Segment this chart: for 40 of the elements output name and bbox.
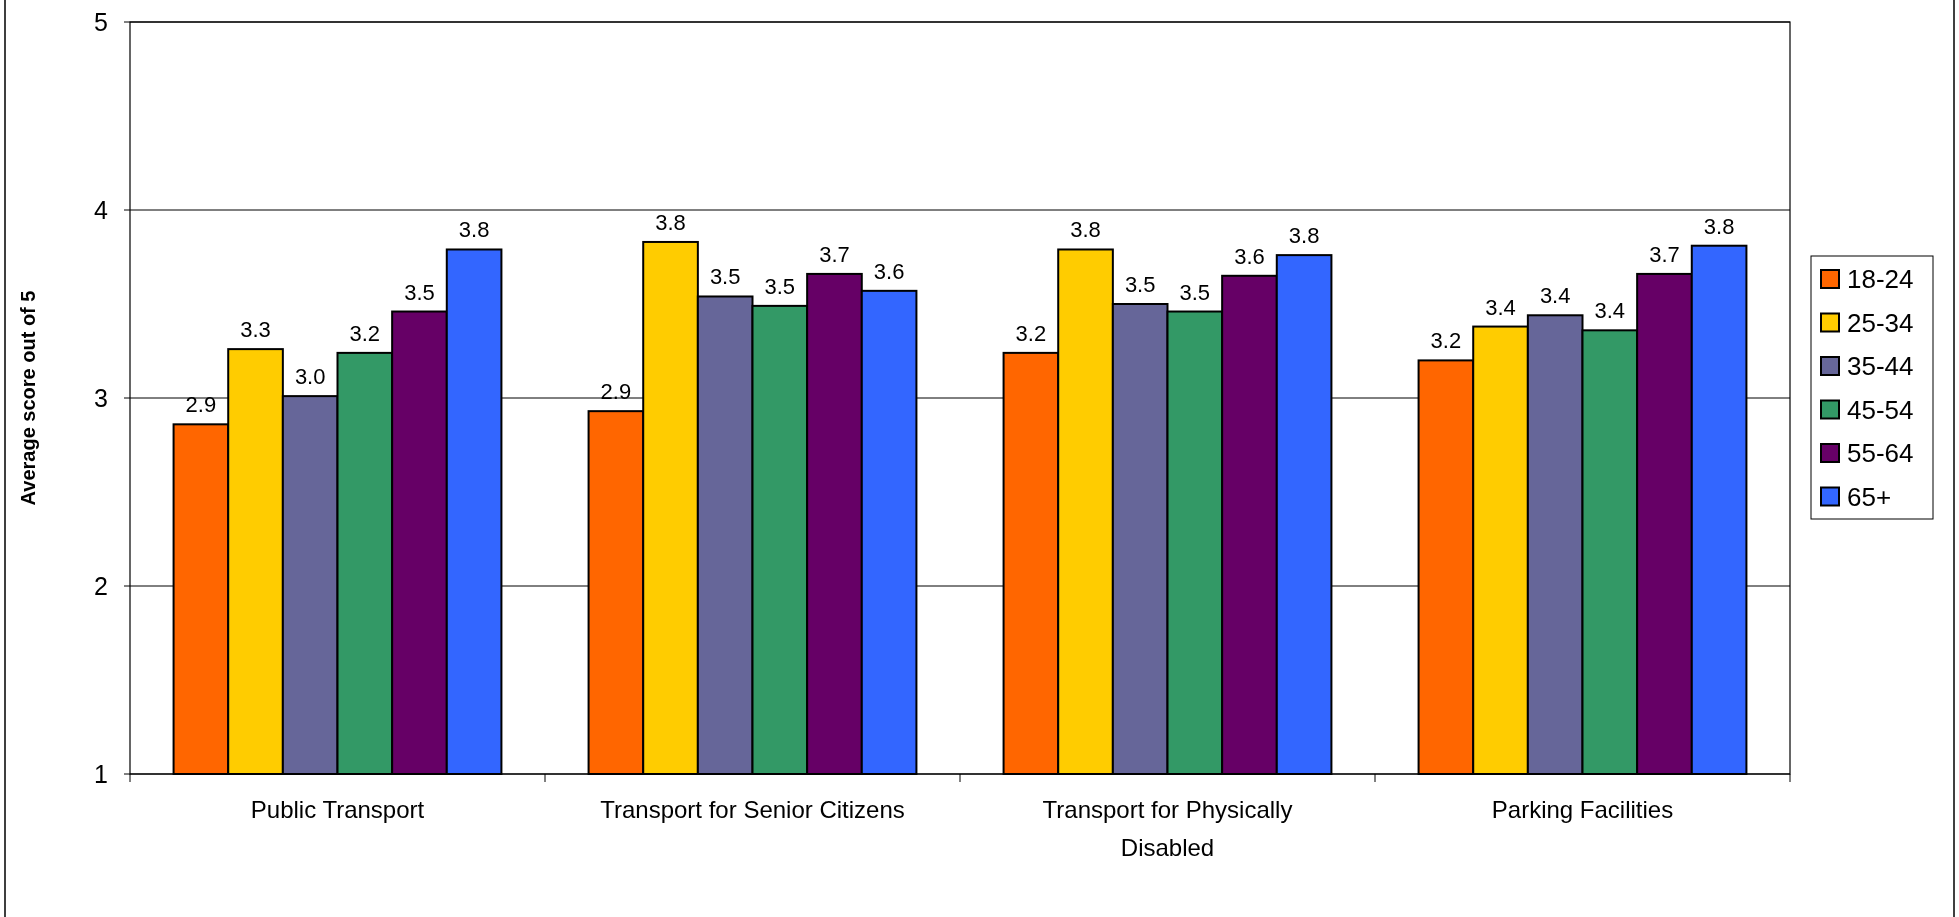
data-label: 3.8 — [1703, 213, 1735, 239]
data-label: 2.9 — [600, 379, 632, 405]
data-label: 3.2 — [1015, 320, 1047, 346]
data-label: 3.4 — [1485, 294, 1516, 320]
x-tick-label: Parking Facilities — [1491, 796, 1674, 823]
legend-label: 45-54 — [1847, 394, 1914, 425]
data-label: 3.5 — [709, 264, 741, 290]
y-tick-label: 5 — [94, 7, 108, 36]
x-tick-label: Transport for Senior Citizens — [600, 796, 905, 823]
data-label: 3.8 — [655, 209, 686, 235]
data-label: 3.8 — [458, 217, 490, 243]
legend-label: 18-24 — [1847, 264, 1914, 295]
data-label: 3.4 — [1539, 283, 1571, 309]
legend-label: 25-34 — [1847, 307, 1914, 338]
data-label: 3.3 — [240, 317, 271, 343]
data-label: 3.7 — [1649, 241, 1680, 267]
data-label: 3.5 — [1124, 272, 1156, 297]
x-tick-label: Public Transport — [250, 796, 425, 823]
data-label: 3.5 — [1179, 279, 1211, 305]
legend-label: 55-64 — [1847, 438, 1914, 469]
y-axis-title: Average score out of 5 — [17, 290, 39, 506]
data-label: 3.8 — [1070, 217, 1101, 243]
data-label: 3.0 — [294, 364, 326, 390]
data-label: 2.9 — [185, 392, 217, 418]
y-tick-label: 2 — [94, 571, 108, 600]
legend-label: 35-44 — [1847, 351, 1914, 382]
data-label: 3.4 — [1594, 298, 1626, 324]
data-label: 3.5 — [764, 273, 796, 299]
data-label: 3.7 — [819, 241, 850, 267]
data-label: 3.2 — [1430, 328, 1462, 354]
data-label: 3.5 — [404, 279, 435, 305]
data-label: 3.2 — [349, 320, 381, 346]
y-tick-label: 4 — [94, 195, 109, 224]
x-tick-label: Transport for Physically Disabled — [1042, 796, 1293, 861]
y-tick-label: 1 — [94, 759, 108, 788]
data-label: 3.6 — [1234, 243, 1265, 269]
legend-label: 65+ — [1847, 481, 1892, 512]
data-label: 3.6 — [873, 258, 905, 284]
data-label: 3.8 — [1288, 223, 1320, 249]
y-tick-label: 3 — [94, 383, 108, 412]
